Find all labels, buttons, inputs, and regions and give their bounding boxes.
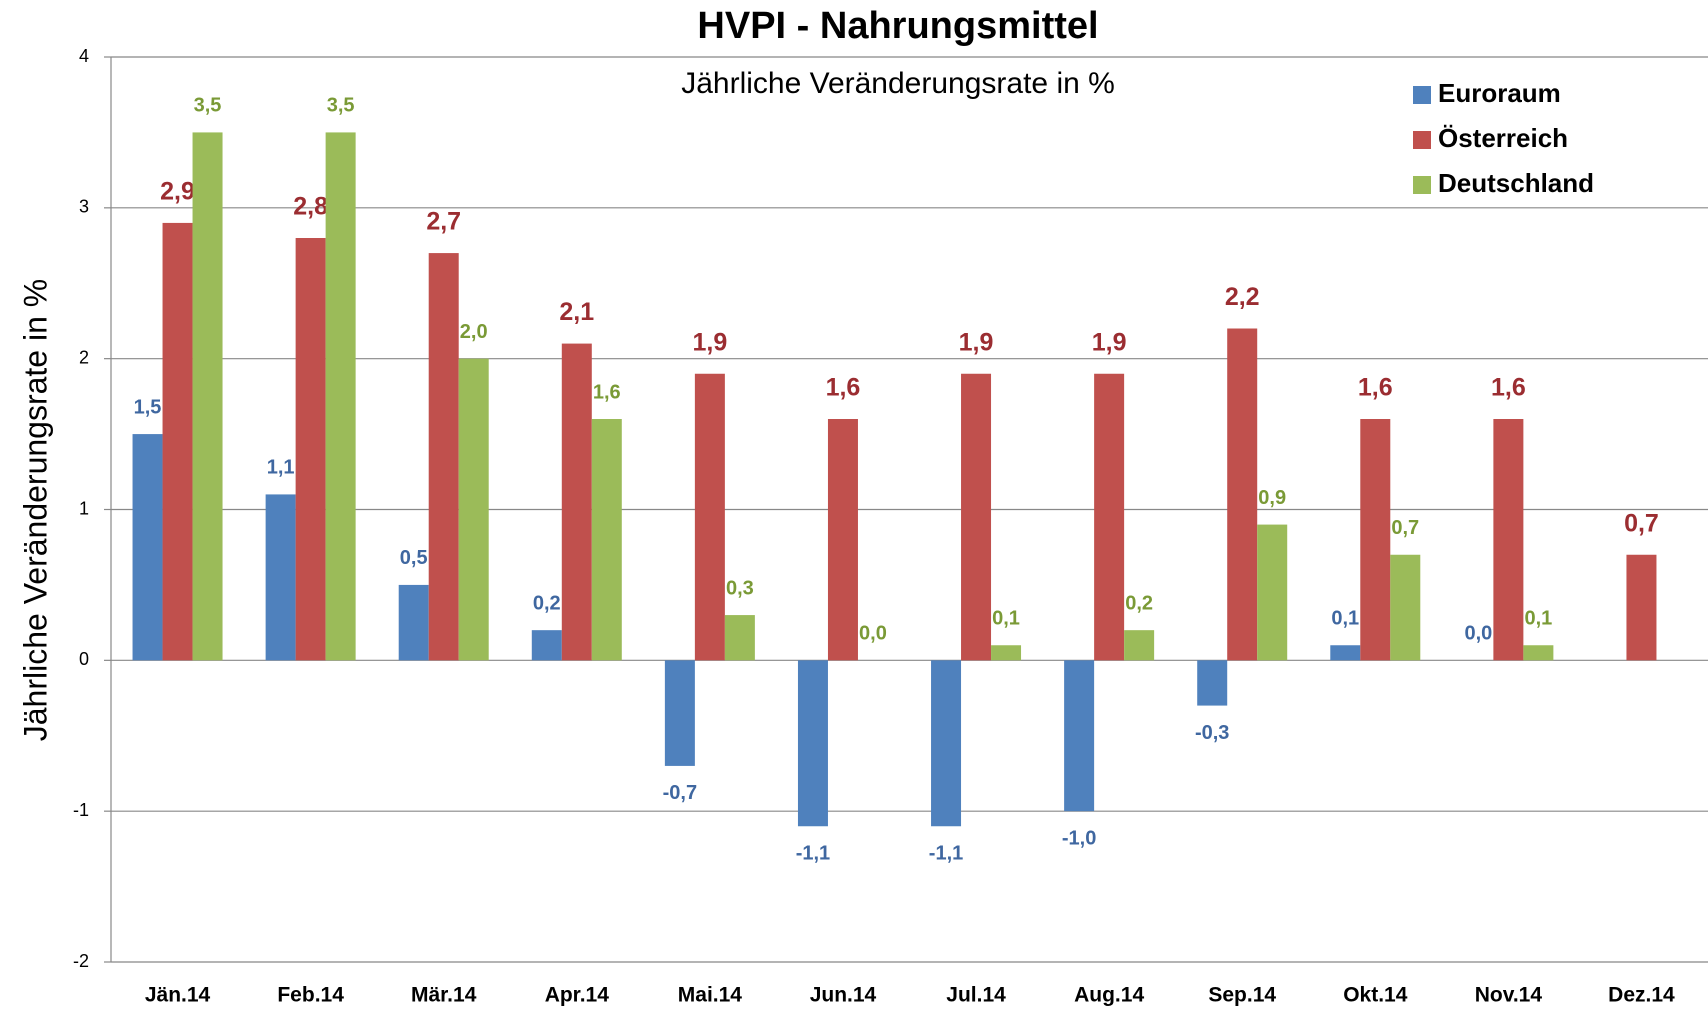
bar bbox=[1197, 660, 1228, 706]
data-label: 1,6 bbox=[1358, 374, 1393, 402]
data-label: 0,7 bbox=[1391, 517, 1419, 539]
data-label: 1,9 bbox=[692, 328, 727, 356]
y-tick-label: 1 bbox=[79, 498, 89, 518]
bar bbox=[1390, 554, 1421, 661]
data-label: 0,1 bbox=[1331, 608, 1359, 630]
bar bbox=[931, 660, 962, 827]
data-label: 0,1 bbox=[992, 608, 1020, 630]
data-label: 2,8 bbox=[293, 193, 328, 221]
bar bbox=[591, 419, 622, 661]
bar bbox=[1094, 373, 1125, 661]
legend-swatch bbox=[1413, 131, 1431, 149]
bar bbox=[664, 660, 695, 766]
x-tick-label: Apr.14 bbox=[545, 984, 610, 1007]
bar bbox=[1626, 554, 1657, 661]
data-label: 1,1 bbox=[267, 457, 295, 479]
bar bbox=[961, 373, 992, 661]
bar bbox=[991, 645, 1022, 661]
bar bbox=[1257, 524, 1288, 661]
data-label: 0,1 bbox=[1524, 608, 1552, 630]
bar bbox=[1064, 660, 1095, 812]
data-label: -1,1 bbox=[929, 843, 963, 865]
data-label: 2,1 bbox=[559, 298, 594, 326]
legend-label: Euroraum bbox=[1438, 78, 1561, 108]
bar bbox=[694, 373, 725, 661]
data-label: 2,7 bbox=[426, 208, 461, 236]
data-label: 3,5 bbox=[194, 95, 222, 117]
data-label: 0,9 bbox=[1258, 487, 1286, 509]
x-tick-label: Feb.14 bbox=[277, 984, 344, 1007]
bar bbox=[797, 660, 828, 827]
data-label: 1,6 bbox=[1491, 374, 1526, 402]
x-tick-label: Mär.14 bbox=[411, 984, 477, 1007]
data-label: 2,9 bbox=[160, 178, 195, 206]
data-label: 1,5 bbox=[134, 396, 162, 418]
data-label: 0,2 bbox=[1125, 592, 1153, 614]
y-tick-label: -2 bbox=[73, 951, 89, 971]
legend-swatch bbox=[1413, 176, 1431, 194]
data-label: 1,9 bbox=[959, 328, 994, 356]
y-tick-label: 0 bbox=[79, 649, 89, 669]
y-tick-label: 3 bbox=[79, 197, 89, 217]
bar bbox=[1227, 328, 1258, 661]
y-tick-label: 4 bbox=[79, 46, 89, 66]
data-label: 2,2 bbox=[1225, 283, 1260, 311]
bar bbox=[325, 132, 356, 661]
bar bbox=[295, 238, 326, 661]
x-tick-label: Sep.14 bbox=[1208, 984, 1276, 1007]
x-tick-label: Jän.14 bbox=[145, 984, 211, 1007]
y-axis-label: Jährliche Veränderungsrate in % bbox=[17, 279, 53, 742]
bar bbox=[1330, 645, 1361, 661]
data-label: 1,6 bbox=[826, 374, 861, 402]
x-tick-label: Jun.14 bbox=[810, 984, 877, 1007]
y-tick-label: -1 bbox=[73, 800, 89, 820]
bar bbox=[192, 132, 223, 661]
data-label: 3,5 bbox=[327, 95, 355, 117]
legend-label: Deutschland bbox=[1438, 168, 1594, 198]
data-label: 0,0 bbox=[859, 623, 887, 645]
data-label: 1,6 bbox=[593, 381, 621, 403]
bar bbox=[132, 434, 163, 661]
bar bbox=[531, 630, 562, 661]
x-tick-label: Aug.14 bbox=[1074, 984, 1144, 1007]
data-label: -0,7 bbox=[663, 782, 697, 804]
bar bbox=[827, 419, 858, 661]
data-label: 2,0 bbox=[460, 321, 488, 343]
bar bbox=[162, 222, 193, 661]
chart-subtitle: Jährliche Veränderungsrate in % bbox=[681, 67, 1115, 100]
bar bbox=[1523, 645, 1554, 661]
x-tick-label: Nov.14 bbox=[1475, 984, 1543, 1007]
legend-swatch bbox=[1413, 86, 1431, 104]
bar bbox=[561, 343, 592, 661]
data-label: 0,5 bbox=[400, 547, 428, 569]
y-tick-label: 2 bbox=[79, 347, 89, 367]
bar bbox=[724, 615, 755, 661]
bar bbox=[1493, 419, 1524, 661]
data-label: 0,0 bbox=[1464, 623, 1492, 645]
x-tick-label: Jul.14 bbox=[946, 984, 1006, 1007]
data-label: 0,3 bbox=[726, 577, 754, 599]
data-label: -1,1 bbox=[796, 843, 830, 865]
data-label: -1,0 bbox=[1062, 827, 1096, 849]
data-label: 0,2 bbox=[533, 592, 561, 614]
bar bbox=[265, 494, 296, 661]
data-label: 1,9 bbox=[1092, 328, 1127, 356]
x-tick-label: Okt.14 bbox=[1343, 984, 1408, 1007]
data-label: 0,7 bbox=[1624, 509, 1659, 537]
x-tick-label: Mai.14 bbox=[678, 984, 743, 1007]
x-tick-label: Dez.14 bbox=[1608, 984, 1675, 1007]
bar bbox=[398, 584, 429, 661]
bar bbox=[458, 358, 489, 661]
legend-label: Österreich bbox=[1438, 123, 1568, 153]
chart-title: HVPI - Nahrungsmittel bbox=[697, 5, 1098, 47]
data-label: -0,3 bbox=[1195, 722, 1229, 744]
bar bbox=[1124, 630, 1155, 661]
bar bbox=[1360, 419, 1391, 661]
bar bbox=[428, 253, 459, 661]
